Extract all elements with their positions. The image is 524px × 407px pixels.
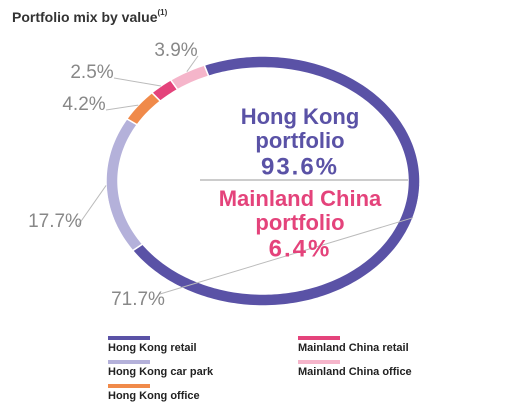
leader-line	[186, 55, 199, 72]
leader-line	[113, 77, 162, 87]
legend-swatch	[298, 360, 340, 364]
leader-line	[76, 185, 107, 228]
legend-label: Mainland China retail	[298, 342, 409, 354]
title-note: (1)	[157, 8, 167, 17]
leader-line	[105, 104, 139, 111]
donut-segment	[125, 91, 162, 126]
slice-label: 2.5%	[70, 62, 113, 83]
legend-swatch	[298, 336, 340, 340]
center-total: 93.6%	[261, 153, 339, 180]
chart-title: Portfolio mix by value(1)	[12, 8, 168, 25]
center-total: 6.4%	[269, 235, 332, 262]
donut-segment	[169, 64, 210, 91]
legend-label: Hong Kong retail	[108, 342, 197, 354]
donut-segment	[131, 55, 421, 307]
slice-label: 71.7%	[111, 289, 165, 310]
slice-label: 4.2%	[62, 94, 105, 115]
donut-segment	[105, 117, 144, 252]
center-label: portfolio	[255, 210, 344, 235]
legend-swatch	[108, 336, 150, 340]
center-label: Hong Kong	[241, 104, 360, 129]
slice-label: 3.9%	[154, 40, 197, 61]
leader-line	[159, 217, 414, 295]
legend-label: Mainland China office	[298, 366, 412, 378]
center-label: Mainland China	[219, 186, 382, 211]
title-text: Portfolio mix by value	[12, 9, 158, 25]
slice-label: 17.7%	[28, 211, 82, 232]
center-label: portfolio	[255, 128, 344, 153]
legend-swatch	[108, 384, 150, 388]
legend-label: Hong Kong office	[108, 390, 200, 402]
legend-swatch	[108, 360, 150, 364]
legend-label: Hong Kong car park	[108, 366, 214, 378]
